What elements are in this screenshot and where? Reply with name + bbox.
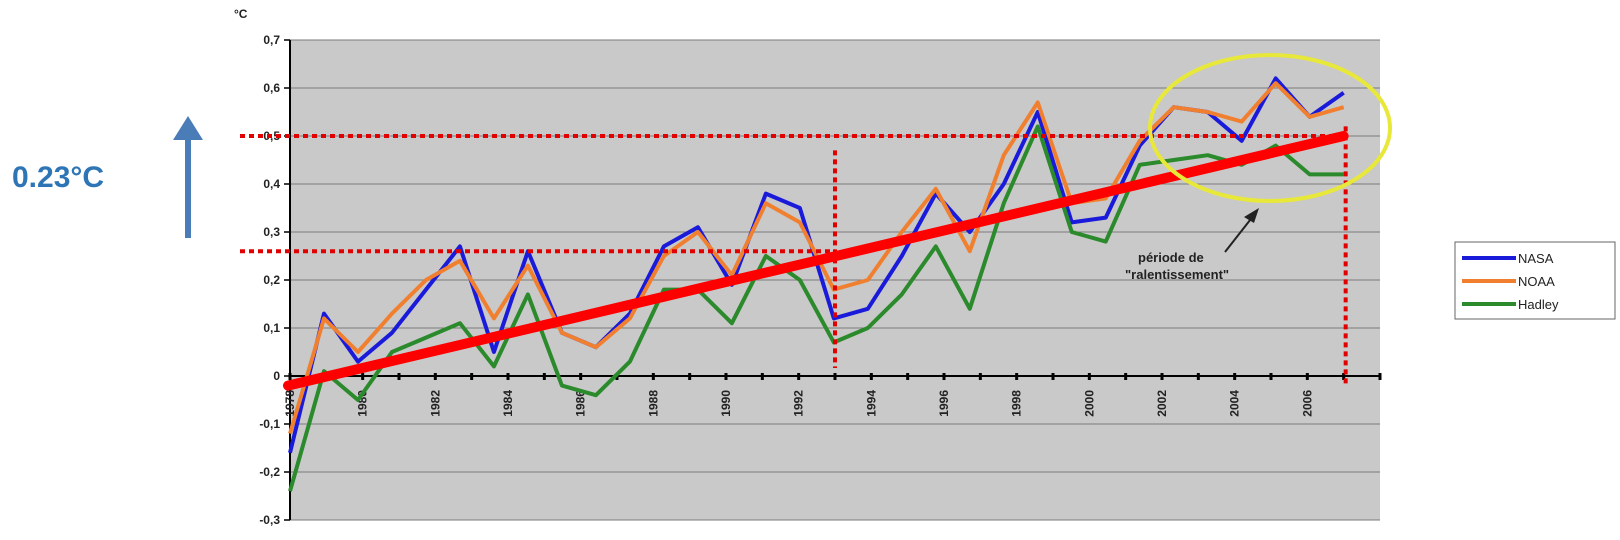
y-tick-label: 0,6 — [263, 81, 280, 95]
legend: NASA NOAA Hadley — [1454, 241, 1616, 320]
y-tick-label: 0 — [273, 369, 280, 383]
x-tick-label: 1988 — [646, 390, 660, 417]
slowdown-annotation: période de "ralentissement" — [1125, 208, 1259, 282]
slowdown-highlight-circle — [1148, 53, 1392, 203]
slowdown-annotation-label-2: "ralentissement" — [1125, 267, 1229, 282]
x-tick-label: 1984 — [501, 390, 515, 417]
delta-label: 0.23°C — [12, 161, 104, 194]
y-tick-label: -0,2 — [259, 465, 280, 479]
x-tick-label: 2006 — [1300, 390, 1314, 417]
x-tick-label: 1998 — [1010, 390, 1024, 417]
y-axis-ticks: 0,70,60,50,40,30,20,10-0,1-0,2-0,3 — [259, 33, 290, 527]
y-tick-label: 0,1 — [263, 321, 280, 335]
x-tick-label: 1994 — [864, 390, 878, 417]
legend-label-hadley: Hadley — [1518, 297, 1559, 312]
y-tick-label: 0,7 — [263, 33, 280, 47]
x-tick-label: 2004 — [1228, 390, 1242, 417]
annotation-arrow — [1224, 214, 1255, 253]
trend-line — [283, 131, 1349, 391]
x-tick-label: 1992 — [792, 390, 806, 417]
x-tick-label: 1978 — [283, 390, 297, 417]
annotation-arrow-head — [1244, 208, 1259, 223]
x-tick-label: 1986 — [574, 390, 588, 417]
up-arrow-head-icon — [173, 116, 203, 140]
guide-lines — [240, 126, 1348, 384]
x-tick-label: 2002 — [1155, 390, 1169, 417]
y-tick-label: 0,2 — [263, 273, 280, 287]
x-tick-label: 2000 — [1082, 390, 1096, 417]
x-tick-label: 1996 — [937, 390, 951, 417]
legend-label-noaa: NOAA — [1518, 274, 1555, 289]
y-tick-label: -0,3 — [259, 513, 280, 527]
legend-label-nasa: NASA — [1518, 251, 1554, 266]
x-axis: 1978 1980 1982 1984 1986 1988 1990 1992 1994 1996… — [283, 373, 1382, 417]
x-tick-label: 1982 — [428, 390, 442, 417]
x-tick-label: 1990 — [719, 390, 733, 417]
slowdown-annotation-label: période de — [1138, 250, 1204, 265]
y-tick-label: 0,3 — [263, 225, 280, 239]
trend-group — [283, 131, 1349, 391]
y-tick-label: 0,4 — [263, 177, 280, 191]
y-axis-unit: °C — [234, 7, 248, 21]
y-tick-label: -0,1 — [259, 417, 280, 431]
delta-indicator: 0.23°C — [12, 116, 203, 238]
series-line-hadley — [288, 124, 1344, 492]
